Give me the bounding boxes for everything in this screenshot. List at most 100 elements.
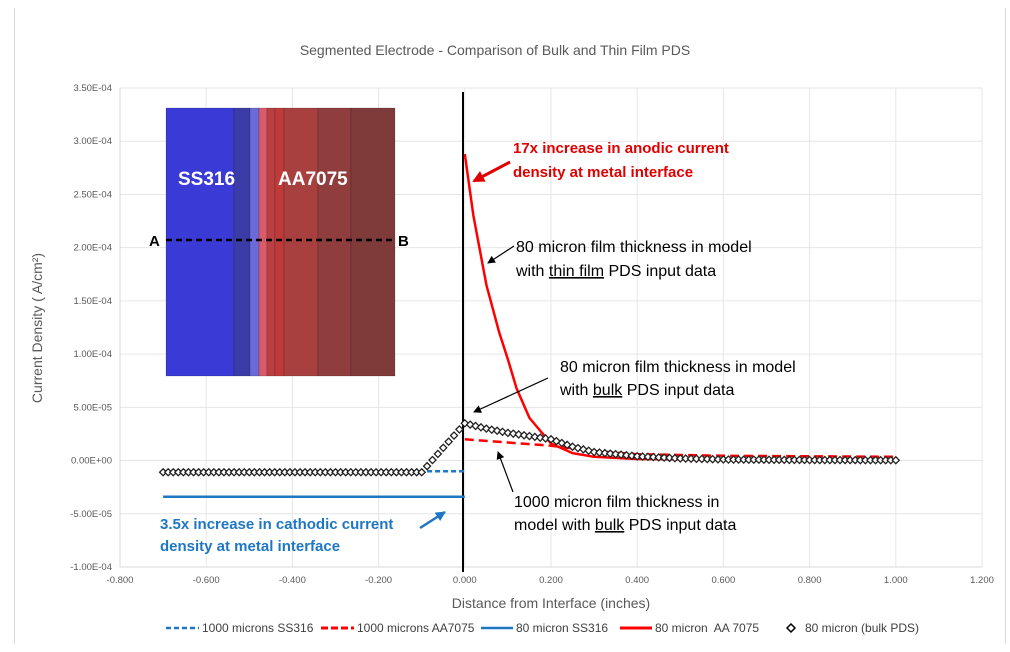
y-tick-label: 3.00E-04: [73, 136, 112, 147]
diamond-marker-icon: [525, 431, 534, 441]
diamond-marker-icon: [454, 425, 464, 434]
section-marker-b: B: [398, 233, 409, 250]
diamond-marker-icon: [670, 453, 680, 463]
diamond-marker-icon: [503, 428, 513, 438]
legend-item-1000-aa7075: 1000 microns AA7075: [321, 621, 475, 635]
diamond-marker-icon: [654, 452, 664, 462]
inset-color-bands: [165, 107, 396, 377]
x-tick-label: 0.800: [798, 575, 822, 586]
x-tick-label: 1.200: [970, 575, 994, 586]
diamond-marker-icon: [546, 434, 556, 444]
inset-band: [165, 107, 235, 377]
x-tick-label: 0.200: [539, 575, 563, 586]
x-tick-label: -0.800: [107, 575, 134, 586]
y-tick-label: 1.00E-04: [73, 349, 112, 360]
annotation-thin-arrow: [487, 245, 515, 264]
diamond-marker-icon: [622, 450, 631, 460]
legend-item-80-bulk-pds: 80 micron (bulk PDS): [785, 621, 919, 635]
y-axis-label: Current Density ( A/cm²): [29, 253, 45, 403]
y-tick-label: 1.50E-04: [73, 296, 112, 307]
diamond-marker-icon: [428, 455, 437, 465]
y-tick-label: 2.00E-04: [73, 243, 112, 254]
diamond-marker-icon: [551, 436, 561, 446]
legend-label: 1000 microns AA7075: [357, 621, 475, 635]
annotation-bulk1000-line2: model with bulk PDS input data: [514, 517, 736, 534]
chart-frame: [14, 8, 1006, 644]
annotation-bulk80-line2: with bulk PDS input data: [559, 382, 734, 399]
annotation-cathodic-arrow: [419, 510, 446, 530]
x-tick-label: -0.400: [279, 575, 306, 586]
diamond-marker-icon: [578, 444, 588, 454]
y-tick-label: 0.00E+00: [71, 456, 112, 467]
annotation-anodic: 17x increase in anodic current density a…: [472, 140, 729, 183]
series-80-micron-bulk-pds-: [158, 418, 901, 477]
diamond-marker-icon: [600, 448, 610, 458]
diamond-marker-icon: [568, 442, 577, 452]
x-axis-label: Distance from Interface (inches): [452, 595, 650, 611]
diamond-marker-icon: [449, 431, 459, 440]
diamond-marker-icon: [514, 430, 524, 439]
diamond-marker-icon: [438, 443, 448, 453]
annotation-thin-line1: 80 micron film thickness in model: [516, 239, 752, 256]
annotation-thin-film: 80 micron film thickness in model with t…: [487, 239, 752, 280]
diamond-marker-icon: [444, 437, 454, 447]
series-80-micron-aa-7075: [463, 153, 896, 462]
x-tick-label: 0.600: [712, 575, 736, 586]
series-1000-microns-aa7075: [464, 438, 896, 459]
data-series: [158, 153, 901, 498]
legend-item-1000-ss316: 1000 microns SS316: [166, 621, 314, 635]
y-axis-ticks: 3.50E-04 3.00E-04 2.50E-04 2.00E-04 1.50E-04…: [70, 83, 112, 573]
diamond-marker-icon: [632, 451, 642, 461]
diamond-marker-icon: [417, 467, 427, 477]
diamond-marker-icon: [665, 453, 674, 463]
annotation-cathodic-line1: 3.5x increase in cathodic current: [160, 516, 393, 533]
legend: 1000 microns SS316 1000 microns AA7075 8…: [166, 621, 919, 635]
diamond-marker-icon: [508, 429, 518, 439]
diamond-marker-icon: [605, 449, 615, 459]
inset-band: [233, 107, 251, 377]
series-line: [463, 153, 896, 462]
series-line: [464, 438, 896, 459]
y-tick-label: 5.00E-05: [73, 402, 112, 413]
annotation-cathodic: 3.5x increase in cathodic current densit…: [160, 510, 446, 555]
inset-band: [266, 107, 276, 377]
annotation-bulk-1000: 1000 micron film thickness in model with…: [496, 451, 736, 534]
legend-label: 80 micron SS316: [516, 621, 608, 635]
diamond-marker-icon: [891, 455, 901, 465]
x-axis-ticks: -0.800 -0.600 -0.400 -0.200 0.000 0.200 0.400 0…: [107, 575, 994, 586]
diamond-marker-icon: [659, 453, 669, 463]
inset-band: [258, 107, 268, 377]
diamond-marker-icon: [535, 433, 545, 443]
legend-label: 80 micron (bulk PDS): [805, 621, 919, 635]
y-tick-label: 2.50E-04: [73, 189, 112, 200]
legend-label: 1000 microns SS316: [202, 621, 314, 635]
inset-label-aa7075: AA7075: [278, 169, 348, 190]
x-tick-label: 0.000: [453, 575, 477, 586]
diamond-marker-icon: [530, 432, 540, 442]
legend-swatch-diamond-icon: [785, 622, 797, 634]
diamond-marker-icon: [611, 449, 621, 459]
diamond-marker-icon: [433, 449, 443, 459]
diamond-marker-icon: [616, 450, 626, 460]
inset-label-ss316: SS316: [178, 169, 235, 190]
inset-band: [274, 107, 285, 377]
diamond-marker-icon: [498, 427, 507, 437]
x-tick-label: -0.600: [193, 575, 220, 586]
diamond-marker-icon: [584, 446, 594, 456]
chart-title: Segmented Electrode - Comparison of Bulk…: [300, 42, 690, 58]
diamond-marker-icon: [638, 452, 648, 461]
diamond-marker-icon: [589, 447, 599, 457]
diamond-marker-icon: [519, 430, 529, 440]
annotation-anodic-line1: 17x increase in anodic current: [513, 140, 729, 157]
legend-item-80-ss316: 80 micron SS316: [481, 621, 608, 635]
diamond-marker-icon: [648, 452, 658, 462]
annotation-bulk80-arrow: [473, 377, 549, 413]
legend-item-80-aa7075: 80 micron AA 7075: [620, 621, 759, 635]
y-tick-label: -5.00E-05: [70, 509, 112, 520]
y-tick-label: 3.50E-04: [73, 83, 112, 94]
inset-band: [350, 107, 396, 377]
inset-band: [283, 107, 319, 377]
annotation-thin-line2: with thin film PDS input data: [515, 263, 716, 280]
legend-label: 80 micron AA 7075: [655, 621, 759, 635]
